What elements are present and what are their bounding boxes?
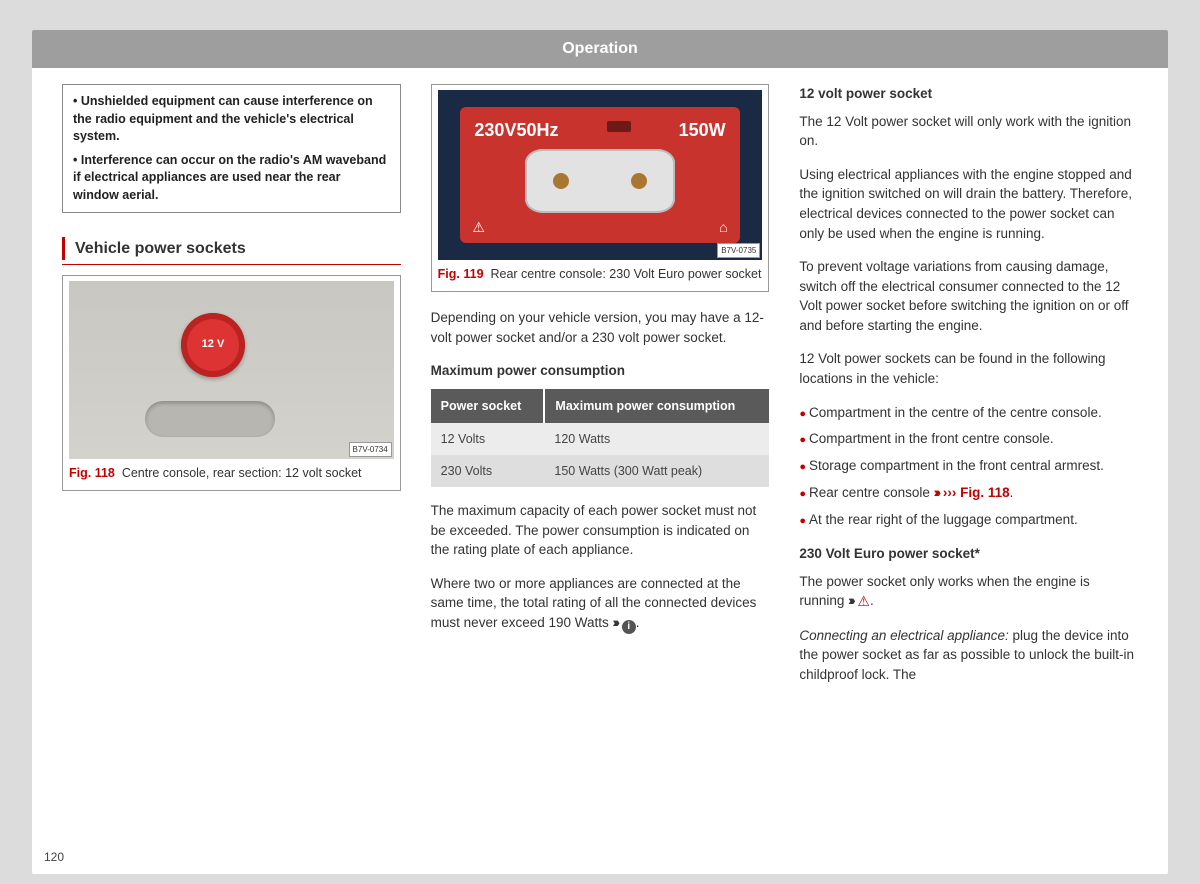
reference-icon: ››› [848, 591, 853, 611]
12v-socket-graphic [181, 313, 245, 377]
column-3: 12 volt power socket The 12 Volt power s… [799, 84, 1138, 698]
socket-voltage-label: 230V50Hz [474, 117, 558, 143]
warning-info-box: Unshielded equipment can cause interfere… [62, 84, 401, 213]
body-text: Where two or more appliances are connect… [431, 574, 770, 634]
subheading: 12 volt power socket [799, 84, 1138, 104]
info-item: Interference can occur on the radio's AM… [73, 152, 390, 205]
manual-icon: ⌂ [719, 217, 727, 237]
table-cell: 120 Watts [544, 423, 769, 455]
socket-pin [631, 173, 647, 189]
reference-icon: ››› [613, 613, 618, 633]
figure-number: Fig. 119 [438, 267, 484, 281]
image-code: B7V-0735 [717, 243, 760, 259]
section-rule [62, 264, 401, 265]
list-text: Rear centre console [809, 485, 934, 500]
warning-icon: ⚠ [857, 593, 870, 609]
euro-socket-plate: 230V50Hz 150W ⚠ ⌂ [460, 107, 739, 243]
socket-icon-row: ⚠ ⌂ [460, 213, 739, 243]
image-code: B7V-0734 [349, 442, 392, 458]
body-text: Using electrical appliances with the eng… [799, 165, 1138, 243]
body-span: The power socket only works when the eng… [799, 574, 1089, 609]
figure-119-image: 230V50Hz 150W ⚠ ⌂ B7V-0735 [438, 90, 763, 260]
list-item: Compartment in the centre of the centre … [799, 403, 1138, 423]
table-header: Maximum power consumption [544, 389, 769, 423]
body-text: The maximum capacity of each power socke… [431, 501, 770, 560]
manual-page: Operation Unshielded equipment can cause… [32, 30, 1168, 874]
indicator-light [607, 121, 631, 132]
page-number: 120 [44, 849, 64, 866]
body-text: The power socket only works when the eng… [799, 572, 1138, 612]
table-row: 230 Volts 150 Watts (300 Watt peak) [431, 455, 770, 487]
body-text: The 12 Volt power socket will only work … [799, 112, 1138, 151]
panel-recess-graphic [145, 401, 275, 437]
warning-icon: ⚠ [472, 217, 485, 237]
body-text: Connecting an electrical appliance: plug… [799, 626, 1138, 685]
figure-119-caption: Fig. 119 Rear centre console: 230 Volt E… [438, 266, 763, 283]
subheading: Maximum power consumption [431, 361, 770, 381]
figure-118-image: B7V-0734 [69, 281, 394, 459]
figure-caption-text: Centre console, rear section: 12 volt so… [122, 466, 362, 480]
fig-reference: ››› ››› Fig. 118 [934, 485, 1010, 500]
body-span: Where two or more appliances are connect… [431, 576, 757, 630]
list-item: Rear centre console ››› ››› Fig. 118. [799, 483, 1138, 503]
body-text: Depending on your vehicle version, you m… [431, 308, 770, 347]
section-title: Vehicle power sockets [62, 237, 401, 260]
figure-caption-text: Rear centre console: 230 Volt Euro power… [490, 267, 761, 281]
page-header: Operation [32, 30, 1168, 68]
figure-118-caption: Fig. 118 Centre console, rear section: 1… [69, 465, 394, 482]
table-cell: 12 Volts [431, 423, 545, 455]
subheading: 230 Volt Euro power socket* [799, 544, 1138, 564]
info-item: Unshielded equipment can cause interfere… [73, 93, 390, 146]
table-header: Power socket [431, 389, 545, 423]
socket-pin [553, 173, 569, 189]
figure-118: B7V-0734 Fig. 118 Centre console, rear s… [62, 275, 401, 491]
list-item: Compartment in the front centre console. [799, 429, 1138, 449]
table-cell: 230 Volts [431, 455, 545, 487]
figure-119: 230V50Hz 150W ⚠ ⌂ B7V-0735 [431, 84, 770, 292]
body-text: 12 Volt power sockets can be found in th… [799, 349, 1138, 388]
list-item: At the rear right of the luggage compart… [799, 510, 1138, 530]
power-consumption-table: Power socket Maximum power consumption 1… [431, 389, 770, 487]
figure-number: Fig. 118 [69, 466, 115, 480]
content-columns: Unshielded equipment can cause interfere… [32, 68, 1168, 698]
table-cell: 150 Watts (300 Watt peak) [544, 455, 769, 487]
body-text: To prevent voltage variations from causi… [799, 257, 1138, 335]
locations-list: Compartment in the centre of the centre … [799, 403, 1138, 531]
inline-label: Connecting an electrical appliance: [799, 628, 1008, 643]
column-1: Unshielded equipment can cause interfere… [62, 84, 401, 698]
note-icon: i [622, 620, 636, 634]
table-row: 12 Volts 120 Watts [431, 423, 770, 455]
column-2: 230V50Hz 150W ⚠ ⌂ B7V-0735 [431, 84, 770, 698]
list-item: Storage compartment in the front central… [799, 456, 1138, 476]
socket-wattage-label: 150W [679, 117, 726, 143]
euro-socket-face [525, 149, 675, 213]
